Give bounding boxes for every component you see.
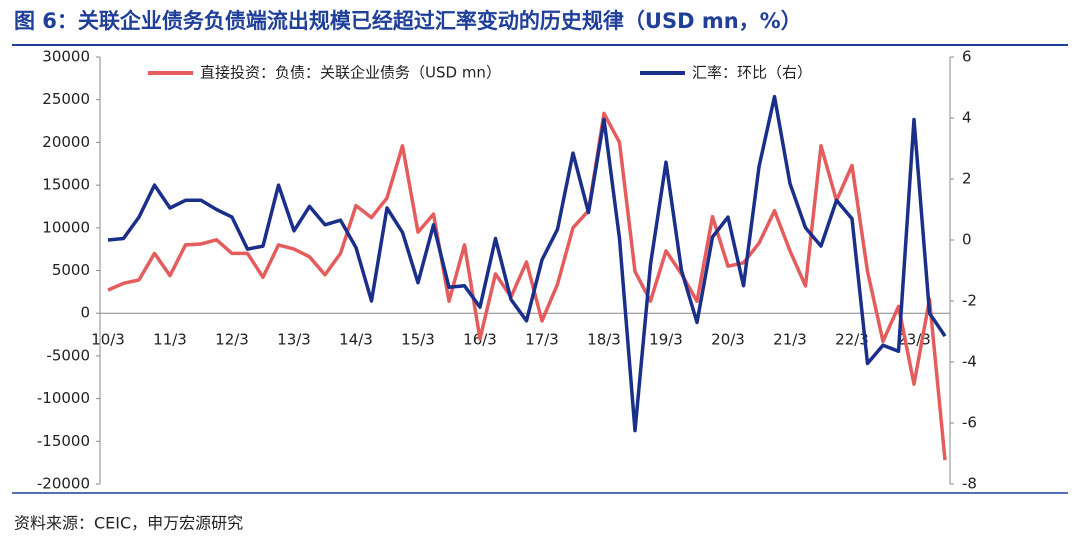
x-tick-label: 15/3 (401, 331, 435, 349)
y2-tick-label: 0 (962, 231, 972, 249)
y2-tick-label: -8 (962, 475, 977, 493)
y-tick-label: 20000 (42, 133, 90, 151)
y-tick-label: -10000 (37, 389, 90, 407)
y2-tick-label: 4 (962, 109, 972, 127)
x-tick-label: 18/3 (587, 331, 621, 349)
x-tick-label: 14/3 (339, 331, 373, 349)
y2-tick-label: 6 (962, 48, 972, 66)
x-tick-label: 21/3 (773, 331, 807, 349)
source: 资料来源：CEIC，申万宏源研究 (14, 514, 243, 533)
x-tick-label: 12/3 (215, 331, 249, 349)
x-tick-label: 17/3 (525, 331, 559, 349)
y2-tick-label: -4 (962, 353, 977, 371)
y2-tick-label: -6 (962, 414, 977, 432)
legend-label: 汇率：环比（右） (692, 64, 812, 82)
x-tick-label: 11/3 (153, 331, 187, 349)
y-tick-label: 5000 (52, 261, 90, 279)
y-tick-label: 30000 (42, 48, 90, 66)
y-tick-label: -5000 (46, 346, 90, 364)
series-line (107, 111, 947, 461)
x-tick-label: 13/3 (277, 331, 311, 349)
y-tick-label: -15000 (37, 432, 90, 450)
y-tick-label: 25000 (42, 90, 90, 108)
chart-title: 图 6：关联企业债务负债端流出规模已经超过汇率变动的历史规律（USD mn，%） (14, 9, 802, 33)
y-tick-label: -20000 (37, 475, 90, 493)
x-tick-label: 10/3 (91, 331, 125, 349)
x-tick-label: 20/3 (711, 331, 745, 349)
x-tick-label: 19/3 (649, 331, 683, 349)
y-tick-label: 0 (80, 304, 90, 322)
legend-label: 直接投资：负债：关联企业债务（USD mn） (200, 64, 501, 82)
series-line (107, 94, 947, 433)
x-tick-label: 22/3 (835, 331, 869, 349)
y2-tick-label: -2 (962, 292, 977, 310)
y-tick-label: 10000 (42, 218, 90, 236)
y-tick-label: 15000 (42, 176, 90, 194)
y2-tick-label: 2 (962, 170, 972, 188)
